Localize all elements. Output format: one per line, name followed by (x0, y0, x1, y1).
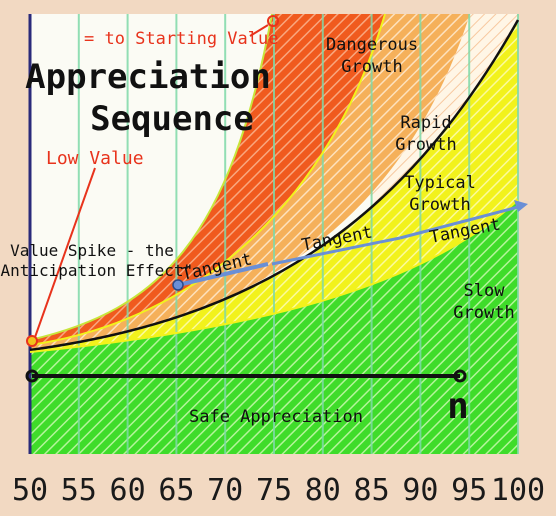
x-tick-label: 50 (12, 473, 48, 508)
low-value-pointer (33, 167, 96, 341)
typical-growth-zone (30, 20, 518, 352)
dangerous-curve (29, 13, 273, 341)
tangent-arrow-3 (399, 200, 528, 240)
starting-value-marker (267, 15, 279, 27)
value-spike-label-line-2: "Anticipation Effect" (0, 261, 193, 280)
x-axis-ticks: 50 55 60 65 70 75 80 85 90 95 100 (12, 473, 545, 508)
typical-growth-label-line-2: Growth (409, 195, 470, 215)
starting-value-label: = to Starting Value (84, 29, 278, 49)
rapid-growth-zone (30, 14, 470, 350)
x-tick-label: 100 (491, 473, 545, 508)
typical-curve (29, 19, 520, 352)
rapid-growth-label-line-1: Rapid (400, 113, 451, 133)
title-line-2: Sequence (90, 99, 254, 139)
typical-growth-label-line-1: Typical (404, 173, 476, 193)
rapid-growth-label-line-2: Growth (395, 135, 456, 155)
slow-growth-label-line-2: Growth (453, 303, 514, 323)
dangerous-growth-zone (30, 14, 385, 345)
slow-curve (29, 199, 519, 353)
x-tick-label: 85 (354, 473, 390, 508)
x-tick-label: 65 (158, 473, 194, 508)
safe-appreciation-label: Safe Appreciation (189, 407, 363, 427)
x-tick-label: 80 (305, 473, 341, 508)
n-label: n (447, 386, 469, 427)
x-tick-label: 55 (61, 473, 97, 508)
tangent-arrow-2 (271, 236, 401, 266)
x-tick-label: 90 (402, 473, 438, 508)
title-line-1: Appreciation (25, 57, 271, 97)
value-spike-label-line-1: Value Spike - the (10, 241, 174, 260)
x-tick-label: 60 (110, 473, 146, 508)
dangerous-growth-label-line-1: Dangerous (326, 35, 418, 55)
x-tick-label: 95 (451, 473, 487, 508)
low-value-label: Low Value (46, 148, 144, 169)
x-tick-label: 75 (256, 473, 292, 508)
low-value-marker (26, 335, 38, 347)
n-range-arrow (25, 369, 467, 383)
slow-growth-label-line-1: Slow (464, 281, 506, 301)
starting-value-pointer (249, 24, 269, 37)
rapid-curve (29, 13, 386, 346)
x-tick-label: 70 (207, 473, 243, 508)
tangent-arrow-1 (172, 262, 269, 291)
dangerous-growth-label-line-2: Growth (341, 57, 402, 77)
